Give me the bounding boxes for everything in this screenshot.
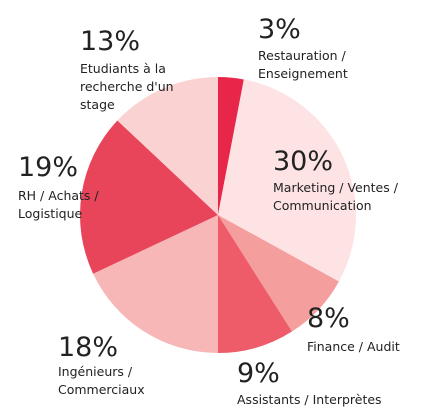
category-label-line: Enseignement <box>258 66 348 81</box>
category-label-line: recherche d'un <box>80 79 174 94</box>
pie-slice <box>218 77 244 215</box>
category-label-line: Ingénieurs / <box>58 364 133 379</box>
category-label: Finance / Audit <box>307 339 400 354</box>
category-label: Marketing / Ventes / Communication <box>273 180 399 213</box>
pie-slice <box>117 77 218 215</box>
pie-slice <box>80 120 218 274</box>
category-label-line: Assistants / Interprètes <box>237 392 382 407</box>
category-label: Ingénieurs / Commerciaux <box>58 364 145 397</box>
category-label: Etudiants à la recherche d'un stage <box>80 61 174 112</box>
category-label-line: Marketing / Ventes / <box>273 180 399 195</box>
percent-label: 3% <box>258 14 301 45</box>
category-label-line: Commerciaux <box>58 382 145 397</box>
category-label: RH / Achats / Logistique <box>18 188 99 221</box>
category-label-line: Finance / Audit <box>307 339 400 354</box>
category-label-line: stage <box>80 97 115 112</box>
percent-label: 18% <box>58 332 118 363</box>
percent-label: 9% <box>237 358 280 389</box>
category-label-line: Communication <box>273 198 372 213</box>
percent-label: 30% <box>273 146 333 177</box>
category-label-line: Etudiants à la <box>80 61 166 76</box>
pie-slice <box>218 215 339 332</box>
percent-label: 13% <box>80 26 140 57</box>
category-label-line: RH / Achats / <box>18 188 99 203</box>
category-label: Restauration / Enseignement <box>258 48 348 81</box>
category-label-line: Logistique <box>18 206 83 221</box>
category-label-line: Restauration / <box>258 48 347 63</box>
percent-label: 8% <box>307 303 350 334</box>
pie-slice <box>93 215 218 353</box>
pie-slice <box>218 215 292 353</box>
category-label: Assistants / Interprètes <box>237 392 382 407</box>
percent-label: 19% <box>18 152 78 183</box>
pie-slice <box>218 79 356 282</box>
